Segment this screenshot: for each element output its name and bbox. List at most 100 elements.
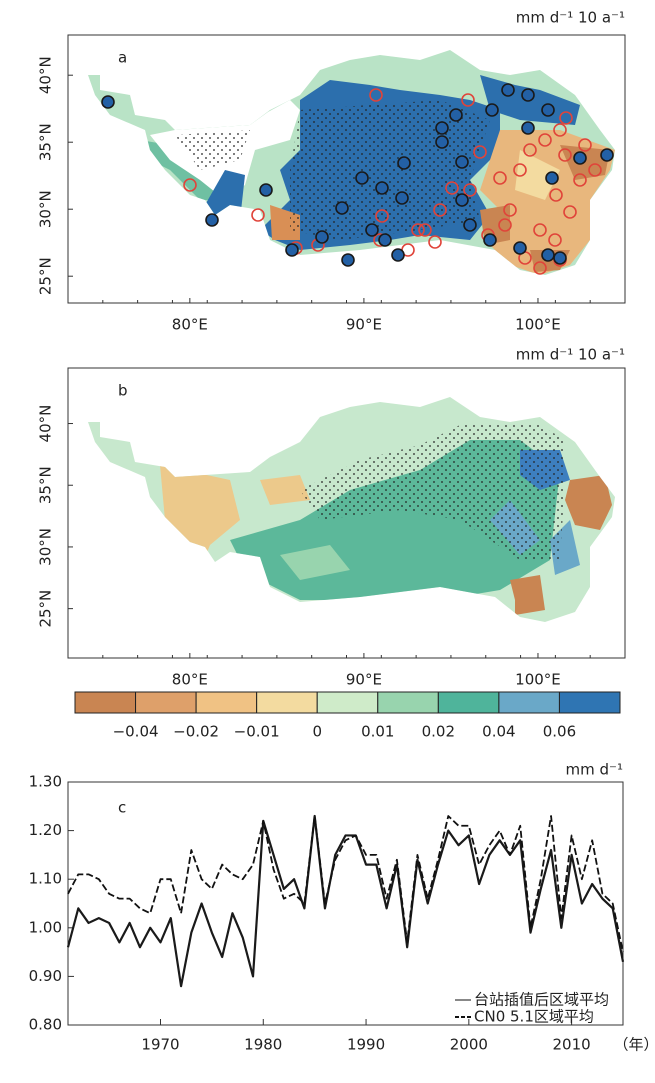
station-marker bbox=[553, 251, 567, 265]
x-tick-label: 100°E bbox=[515, 671, 561, 689]
y-tick-label: 40°N bbox=[37, 56, 55, 94]
colorbar-swatch bbox=[437, 691, 500, 714]
colorbar-label: 0.01 bbox=[361, 723, 394, 741]
x-tick-label: 1990 bbox=[347, 1036, 385, 1054]
colorbar-swatch bbox=[135, 691, 197, 714]
station-marker bbox=[533, 261, 547, 275]
station-marker bbox=[101, 95, 115, 109]
station-marker bbox=[411, 223, 425, 237]
y-tick-label: 35°N bbox=[37, 123, 55, 161]
station-marker bbox=[588, 163, 602, 177]
station-marker bbox=[428, 235, 442, 249]
colorbar-swatch bbox=[74, 691, 137, 714]
colorbar-swatch bbox=[377, 691, 439, 714]
colorbar-label: −0.04 bbox=[113, 723, 159, 741]
station-marker bbox=[445, 181, 459, 195]
legend-label: 台站插值后区域平均 bbox=[474, 991, 609, 1009]
x-tick-label: 1970 bbox=[141, 1036, 179, 1054]
x-tick-label: 90°E bbox=[346, 316, 382, 334]
legend-label: CN0 5.1区域平均 bbox=[474, 1008, 594, 1026]
colorbar-label: 0.04 bbox=[482, 723, 515, 741]
station-marker bbox=[449, 108, 463, 122]
station-marker bbox=[391, 248, 405, 262]
station-marker bbox=[473, 145, 487, 159]
y-tick-label: 0.80 bbox=[29, 1016, 62, 1034]
x-tick-label: 2000 bbox=[450, 1036, 488, 1054]
colorbar-swatch bbox=[256, 691, 318, 714]
map-b bbox=[88, 397, 615, 622]
y-tick-label: 0.90 bbox=[29, 967, 62, 985]
x-tick-label: 90°E bbox=[346, 671, 382, 689]
station-marker bbox=[455, 193, 469, 207]
station-marker bbox=[523, 143, 537, 157]
station-marker bbox=[521, 88, 535, 102]
x-tick-label: 100°E bbox=[515, 316, 561, 334]
station-marker bbox=[463, 218, 477, 232]
x-tick-label: 2010 bbox=[553, 1036, 591, 1054]
series-line bbox=[67, 815, 624, 953]
station-marker bbox=[435, 121, 449, 135]
panel-label: a bbox=[118, 49, 127, 67]
station-marker bbox=[553, 123, 567, 137]
station-marker bbox=[485, 103, 499, 117]
station-marker bbox=[315, 230, 329, 244]
station-marker bbox=[558, 148, 572, 162]
station-marker bbox=[541, 103, 555, 117]
station-marker bbox=[549, 188, 563, 202]
colorbar-swatch bbox=[558, 691, 621, 714]
y-tick-label: 25°N bbox=[37, 257, 55, 295]
station-marker bbox=[251, 208, 265, 222]
station-marker bbox=[563, 205, 577, 219]
station-marker bbox=[397, 156, 411, 170]
station-marker bbox=[259, 183, 273, 197]
series-line bbox=[66, 814, 625, 988]
station-marker bbox=[600, 148, 614, 162]
x-tick-label: 1980 bbox=[244, 1036, 282, 1054]
station-marker bbox=[183, 178, 197, 192]
station-marker bbox=[418, 223, 432, 237]
colorbar-swatch bbox=[195, 691, 258, 714]
station-marker bbox=[573, 151, 587, 165]
colorbar-label: 0 bbox=[312, 723, 322, 741]
stations bbox=[101, 83, 614, 275]
station-marker bbox=[285, 243, 299, 257]
y-tick-label: 25°N bbox=[37, 590, 55, 628]
colorbar-label: 0.02 bbox=[422, 723, 455, 741]
station-marker bbox=[205, 213, 219, 227]
station-marker bbox=[483, 233, 497, 247]
colorbar-label: 0.06 bbox=[543, 723, 576, 741]
panel-label: c bbox=[118, 799, 126, 817]
station-marker bbox=[578, 138, 592, 152]
station-marker bbox=[513, 163, 527, 177]
y-tick-label: 35°N bbox=[37, 466, 55, 504]
station-marker bbox=[375, 209, 389, 223]
station-marker bbox=[498, 218, 512, 232]
station-marker bbox=[435, 135, 449, 149]
station-marker bbox=[493, 171, 507, 185]
y-tick-label: 1.10 bbox=[29, 870, 62, 888]
colorbar-label: −0.01 bbox=[234, 723, 280, 741]
x-unit: （年） bbox=[613, 1036, 655, 1054]
station-marker bbox=[395, 191, 409, 205]
station-marker bbox=[455, 155, 469, 169]
y-tick-label: 40°N bbox=[37, 405, 55, 443]
y-unit: mm d⁻¹ bbox=[566, 761, 623, 779]
y-tick-label: 1.20 bbox=[29, 821, 62, 839]
unit-label: mm d⁻¹ 10 a⁻¹ bbox=[516, 9, 625, 27]
station-marker bbox=[378, 233, 392, 247]
colorbar-label: −0.02 bbox=[173, 723, 219, 741]
station-marker bbox=[538, 133, 552, 147]
station-marker bbox=[533, 223, 547, 237]
colorbar-swatch bbox=[316, 691, 379, 714]
y-tick-label: 1.00 bbox=[29, 918, 62, 936]
station-marker bbox=[501, 83, 515, 97]
station-marker bbox=[335, 201, 349, 215]
station-marker bbox=[513, 241, 527, 255]
station-marker bbox=[365, 223, 379, 237]
station-marker bbox=[341, 253, 355, 267]
station-marker bbox=[521, 121, 535, 135]
y-tick-label: 30°N bbox=[37, 190, 55, 228]
station-marker bbox=[573, 173, 587, 187]
station-marker bbox=[463, 183, 477, 197]
station-marker bbox=[545, 171, 559, 185]
